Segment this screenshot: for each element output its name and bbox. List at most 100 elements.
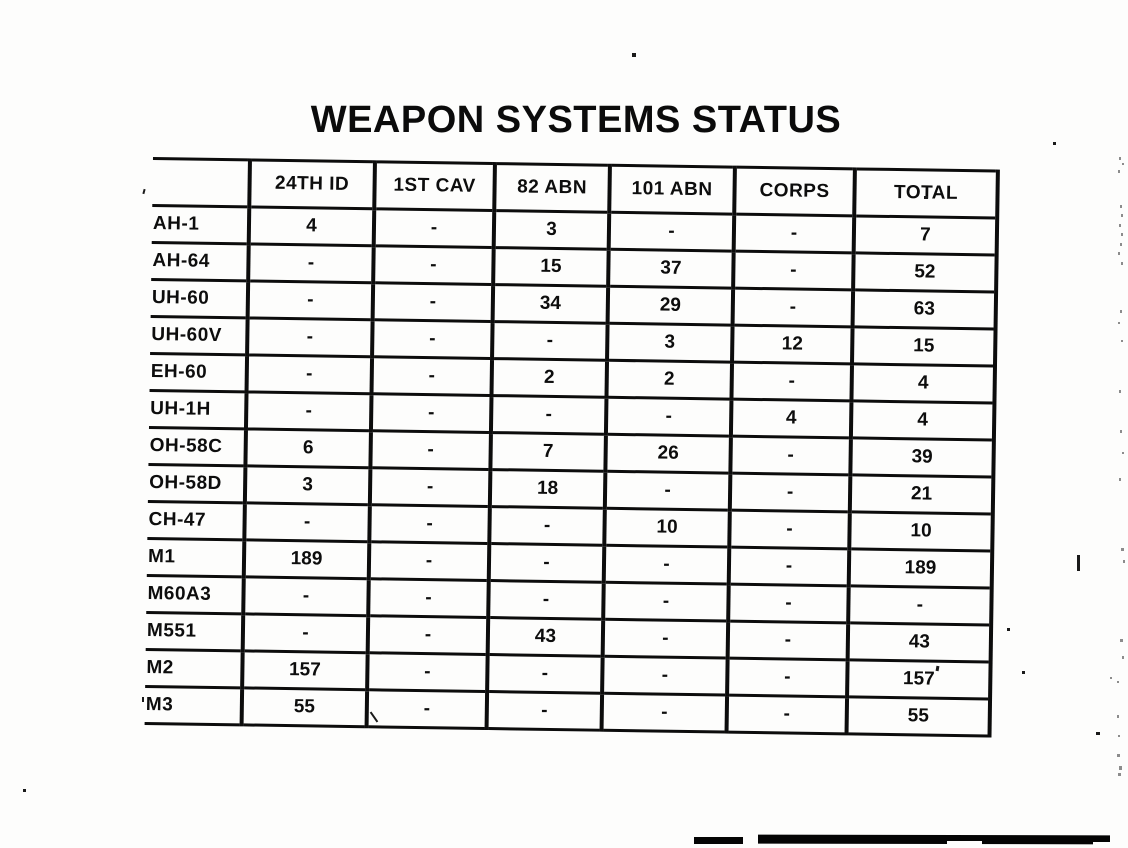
- page-title: WEAPON SYSTEMS STATUS: [310, 99, 842, 141]
- scan-speck: [1117, 681, 1119, 683]
- value-cell: -: [489, 506, 605, 546]
- column-header: 101 ABN: [609, 165, 735, 215]
- value-cell: 189: [848, 548, 993, 588]
- row-label: M2: [145, 649, 243, 688]
- value-cell: 2: [491, 358, 608, 398]
- value-cell: -: [733, 214, 855, 253]
- value-cell: 26: [605, 434, 731, 474]
- value-cell: 43: [847, 622, 992, 662]
- scan-speck: [1121, 548, 1124, 551]
- value-cell: -: [371, 356, 493, 396]
- scan-speck: [142, 697, 144, 702]
- scan-speck: [1119, 157, 1121, 160]
- scan-speck: [1096, 732, 1100, 735]
- weapon-systems-status-table: 24TH ID 1ST CAV 82 ABN 101 ABN CORPS TOTAL AH…: [144, 157, 1000, 738]
- row-label: M1: [146, 538, 245, 577]
- scan-speck: [1007, 628, 1010, 631]
- bottom-bar-notch: [1093, 842, 1110, 845]
- value-cell: -: [490, 395, 607, 435]
- value-cell: -: [248, 243, 374, 283]
- scan-speck: [1118, 170, 1120, 173]
- value-cell: -: [732, 288, 854, 327]
- bottom-bar-notch: [947, 841, 982, 845]
- value-cell: -: [368, 541, 490, 581]
- scan-speck: [1122, 163, 1124, 165]
- value-cell: 10: [604, 508, 730, 548]
- value-cell: 12: [732, 325, 853, 364]
- status-table: 24TH ID 1ST CAV 82 ABN 101 ABN CORPS TOTAL AH…: [144, 157, 1000, 738]
- value-cell: 3: [244, 465, 371, 505]
- value-cell: -: [367, 652, 488, 692]
- column-header: 82 ABN: [494, 163, 610, 213]
- value-cell: 52: [853, 252, 997, 293]
- value-cell: -: [486, 691, 603, 731]
- value-cell: -: [368, 578, 489, 618]
- value-cell: -: [492, 321, 608, 361]
- value-cell: -: [370, 393, 492, 433]
- row-label: EH-60: [149, 353, 248, 392]
- row-label: UH-60V: [150, 316, 248, 355]
- value-cell: -: [246, 354, 373, 394]
- scan-speck: [1118, 322, 1120, 324]
- scan-speck: [1022, 671, 1025, 674]
- value-cell: -: [728, 584, 849, 623]
- value-cell: 21: [849, 474, 994, 514]
- row-label: M60A3: [146, 575, 244, 614]
- value-cell: -: [729, 473, 851, 512]
- scan-speck: [142, 188, 146, 195]
- value-cell: 4: [730, 399, 852, 438]
- row-label: M551: [145, 612, 244, 651]
- scan-speck: [23, 789, 26, 792]
- scan-speck: [1120, 205, 1122, 208]
- scan-speck: [1119, 390, 1121, 393]
- value-cell: 2: [606, 360, 733, 400]
- value-cell: 4: [248, 206, 375, 246]
- value-cell: -: [604, 471, 731, 511]
- value-cell: -: [727, 621, 849, 660]
- value-cell: 15: [852, 326, 996, 367]
- row-label: UH-1H: [148, 390, 247, 429]
- scan-speck: [1118, 252, 1120, 255]
- row-label: CH-47: [147, 501, 245, 540]
- value-cell: 6: [245, 428, 371, 468]
- bottom-bar-short: [694, 837, 743, 844]
- table-body: AH-1 4-3- -7 AH-64- -15 37-52 UH-60- -34 29-63 UH…: [144, 205, 998, 736]
- row-label: AH-64: [151, 242, 249, 281]
- value-cell: -: [731, 362, 853, 401]
- scan-speck: [632, 53, 636, 57]
- column-header: CORPS: [734, 167, 855, 216]
- value-cell: -: [242, 613, 369, 653]
- column-header: 1ST CAV: [374, 161, 495, 211]
- scan-speck: [1117, 754, 1120, 757]
- scan-speck: [1120, 243, 1122, 246]
- scan-speck: [1120, 310, 1122, 313]
- value-cell: 7: [853, 215, 998, 256]
- value-cell: -: [373, 208, 495, 248]
- value-cell: -: [373, 245, 494, 285]
- value-cell: -: [603, 582, 729, 622]
- value-cell: 3: [607, 323, 733, 363]
- value-cell: -: [730, 436, 851, 475]
- scan-speck: [1120, 430, 1122, 433]
- value-cell: 63: [852, 289, 997, 330]
- value-cell: 15: [493, 247, 609, 287]
- scan-speck: [1118, 773, 1121, 776]
- scan-speck: [1117, 715, 1119, 718]
- row-label: OH-58C: [148, 427, 246, 466]
- value-cell: -: [727, 658, 848, 697]
- value-cell: 55: [241, 687, 368, 727]
- value-cell: 43: [487, 617, 604, 657]
- value-cell: 4: [850, 400, 995, 441]
- value-cell: -: [366, 689, 488, 729]
- row-label: UH-60: [150, 279, 249, 318]
- value-cell: -: [726, 695, 848, 734]
- value-cell: 18: [489, 469, 606, 509]
- value-cell: -: [848, 585, 992, 625]
- value-cell: 34: [492, 284, 609, 324]
- scan-speck: [1122, 452, 1124, 454]
- value-cell: -: [602, 656, 728, 696]
- value-cell: 37: [608, 249, 734, 289]
- scan-speck: [1121, 214, 1123, 217]
- value-cell: -: [729, 510, 850, 549]
- value-cell: -: [369, 467, 491, 507]
